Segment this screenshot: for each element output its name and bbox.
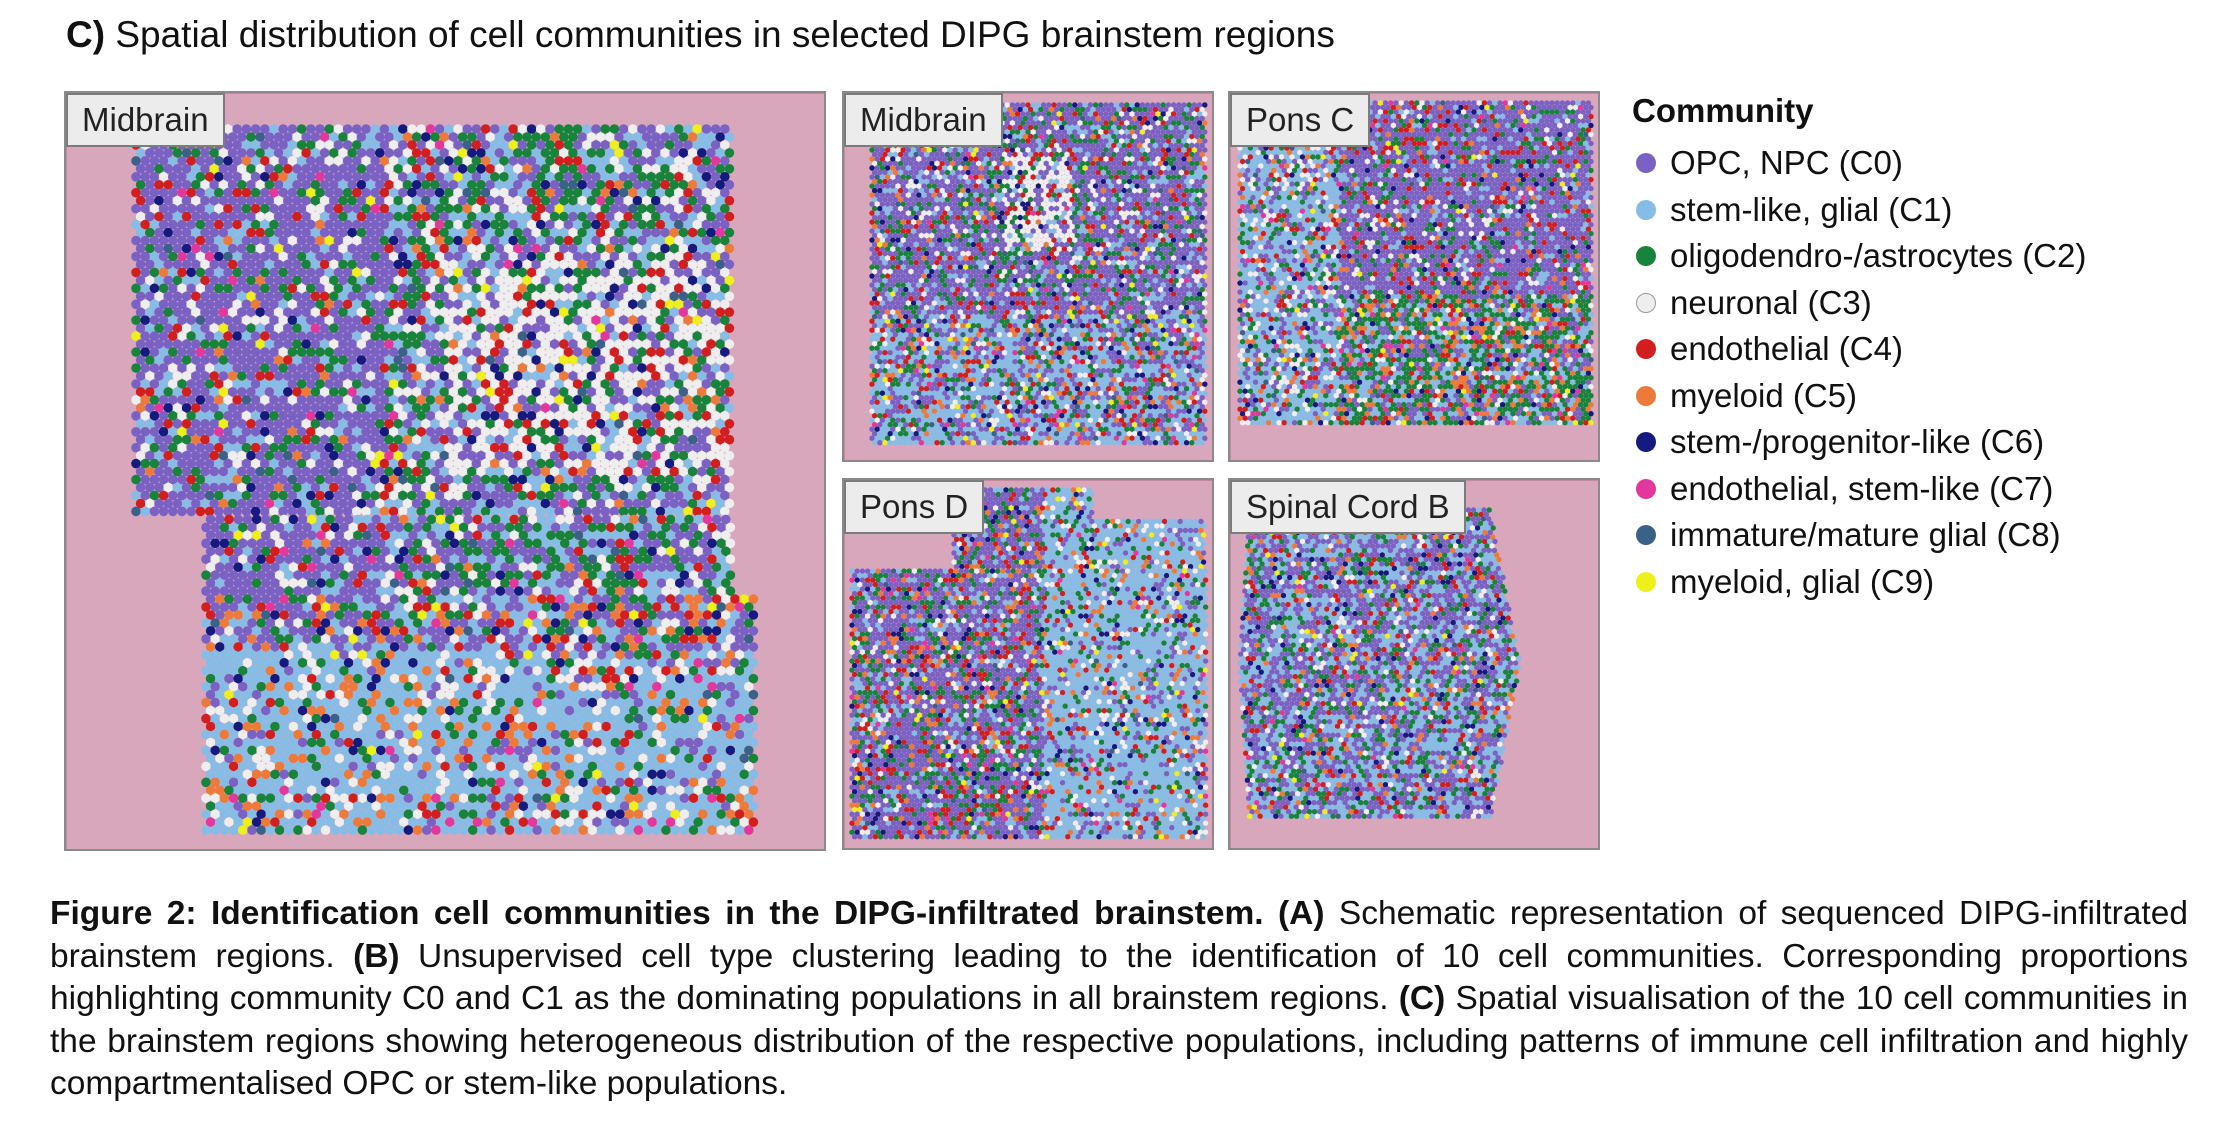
legend-swatch <box>1636 571 1656 592</box>
legend-label: myeloid, glial (C9) <box>1670 563 1934 601</box>
panel-title-text: Spatial distribution of cell communities… <box>115 14 1335 55</box>
spatial-spot-map <box>1230 93 1598 460</box>
tile-pons-c: Pons C <box>1228 91 1600 462</box>
caption-b-label: (B) <box>353 938 400 975</box>
legend-label: endothelial (C4) <box>1670 330 1903 368</box>
legend-swatch <box>1636 246 1656 267</box>
tile-spinal-cord-b: Spinal Cord B <box>1228 478 1600 850</box>
legend-swatch <box>1636 525 1656 546</box>
community-legend: Community OPC, NPC (C0) stem-like, glial … <box>1632 92 2086 605</box>
spot-grid <box>849 487 1209 840</box>
legend-swatch <box>1636 339 1656 360</box>
legend-item: oligodendro-/astrocytes (C2) <box>1632 233 2086 280</box>
spot-grid <box>1237 507 1522 819</box>
tile-midbrain-large: Midbrain <box>64 91 826 851</box>
tile-label: Pons D <box>844 480 985 534</box>
legend-label: myeloid (C5) <box>1670 377 1857 415</box>
legend-swatch <box>1636 478 1656 499</box>
panel-letter: C) <box>66 14 105 55</box>
spatial-spot-map <box>844 480 1212 848</box>
legend-swatch <box>1636 153 1656 174</box>
caption-a-label: (A) <box>1278 895 1325 932</box>
tile-label: Pons C <box>1230 93 1371 147</box>
legend-item: neuronal (C3) <box>1632 280 2086 327</box>
spatial-spot-map <box>66 93 824 849</box>
figure-caption: Figure 2: Identification cell communitie… <box>50 893 2188 1106</box>
tile-midbrain-small: Midbrain <box>842 91 1214 462</box>
legend-label: stem-/progenitor-like (C6) <box>1670 423 2044 461</box>
caption-b-text: Unsupervised cell type clustering leadin… <box>50 938 2188 1018</box>
tile-label: Spinal Cord B <box>1230 480 1466 534</box>
legend-label: neuronal (C3) <box>1670 284 1872 322</box>
legend-label: OPC, NPC (C0) <box>1670 144 1903 182</box>
spot-grid <box>131 124 759 835</box>
legend-label: stem-like, glial (C1) <box>1670 191 1952 229</box>
legend-items: OPC, NPC (C0) stem-like, glial (C1) oligod… <box>1632 140 2086 605</box>
caption-a-text: Schematic representation of sequenced DI… <box>50 895 2188 975</box>
spot-grid <box>1237 100 1594 426</box>
legend-label: immature/mature glial (C8) <box>1670 516 2061 554</box>
legend-swatch <box>1636 292 1656 313</box>
caption-c-label: (C) <box>1399 980 1446 1017</box>
legend-swatch <box>1636 199 1656 220</box>
spatial-spot-map <box>844 93 1212 460</box>
caption-figure-label: Figure 2: <box>50 895 197 932</box>
legend-item: myeloid, glial (C9) <box>1632 559 2086 606</box>
legend-label: endothelial, stem-like (C7) <box>1670 470 2053 508</box>
legend-title: Community <box>1632 92 2086 130</box>
legend-item: stem-/progenitor-like (C6) <box>1632 419 2086 466</box>
spatial-spot-map <box>1230 480 1598 848</box>
caption-c-text: Spatial visualisation of the 10 cell com… <box>50 980 2188 1102</box>
legend-item: immature/mature glial (C8) <box>1632 512 2086 559</box>
legend-swatch <box>1636 432 1656 453</box>
legend-item: endothelial, stem-like (C7) <box>1632 466 2086 513</box>
legend-item: myeloid (C5) <box>1632 373 2086 420</box>
tile-label: Midbrain <box>844 93 1003 147</box>
legend-item: OPC, NPC (C0) <box>1632 140 2086 187</box>
caption-figure-title: Identification cell communities in the D… <box>211 895 1264 932</box>
tile-label: Midbrain <box>66 93 225 147</box>
panel-title: C) Spatial distribution of cell communit… <box>66 14 1335 56</box>
legend-swatch <box>1636 385 1656 406</box>
tile-pons-d: Pons D <box>842 478 1214 850</box>
legend-label: oligodendro-/astrocytes (C2) <box>1670 237 2086 275</box>
legend-item: stem-like, glial (C1) <box>1632 187 2086 234</box>
legend-item: endothelial (C4) <box>1632 326 2086 373</box>
